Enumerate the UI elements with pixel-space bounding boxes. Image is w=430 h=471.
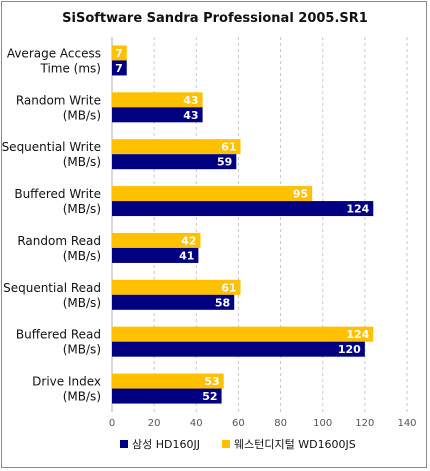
legend-swatch [120,440,128,448]
category-label: Time (ms) [40,61,102,75]
category-label: (MB/s) [63,108,101,122]
x-tick-label: 140 [397,418,416,429]
bar [112,326,374,342]
bar [112,341,365,357]
bar-value-label: 7 [115,62,123,75]
category-label: Buffered Write [14,187,101,201]
chart-title: SiSoftware Sandra Professional 2005.SR1 [62,11,368,26]
bar-value-label: 61 [221,281,236,294]
bar [112,279,241,295]
category-label: (MB/s) [63,202,101,216]
bar [112,201,374,217]
bar [112,154,237,170]
bar-value-label: 43 [183,94,198,107]
bar-value-label: 7 [115,47,123,60]
category-label: Sequential Write [2,140,101,154]
category-label: Random Read [17,234,101,248]
category-label: (MB/s) [63,155,101,169]
bar [112,186,313,202]
x-tick-label: 120 [355,418,374,429]
bar-value-label: 124 [346,203,369,216]
legend: 삼성 HD160JJ 웨스턴디지털 WD1600JS [120,438,356,451]
x-tick-label: 0 [109,418,115,429]
bar-value-label: 52 [202,390,217,403]
category-label: (MB/s) [63,249,101,263]
bar [112,92,203,108]
bar-value-label: 53 [204,375,219,388]
category-label: (MB/s) [63,390,101,404]
bar-value-label: 61 [221,141,236,154]
bar [112,232,201,248]
category-label: Drive Index [32,375,101,389]
x-axis-ticks: 0 20 40 60 80 100 120 140 [109,418,417,429]
category-label: Buffered Read [16,328,101,342]
category-label: Random Write [16,93,101,107]
category-label: (MB/s) [63,343,101,357]
bars: 7 7 43 43 61 59 95 124 42 41 61 58 124 120 53 52 [112,45,374,404]
x-tick-label: 20 [148,418,161,429]
bar-value-label: 41 [179,249,194,262]
bar-value-label: 43 [183,109,198,122]
bar-value-label: 59 [217,156,232,169]
x-tick-label: 60 [232,418,245,429]
legend-label: 삼성 HD160JJ [132,438,200,451]
bar-value-label: 120 [338,343,361,356]
x-tick-label: 80 [274,418,287,429]
bar [112,139,241,155]
bar [112,107,203,123]
legend-label: 웨스턴디지털 WD1600JS [234,438,356,451]
bar-value-label: 42 [181,234,196,247]
legend-swatch [222,440,230,448]
bar [112,45,127,61]
bar-value-label: 58 [215,296,230,309]
bar [112,60,127,76]
x-tick-label: 40 [190,418,203,429]
bar [112,294,235,310]
bar [112,388,222,404]
bar [112,373,224,389]
bar [112,247,199,263]
category-label: Average Access [7,46,101,60]
x-tick-label: 100 [313,418,332,429]
bar-value-label: 124 [346,328,369,341]
bar-value-label: 95 [293,188,308,201]
category-label: (MB/s) [63,296,101,310]
category-label: Sequential Read [3,281,101,295]
